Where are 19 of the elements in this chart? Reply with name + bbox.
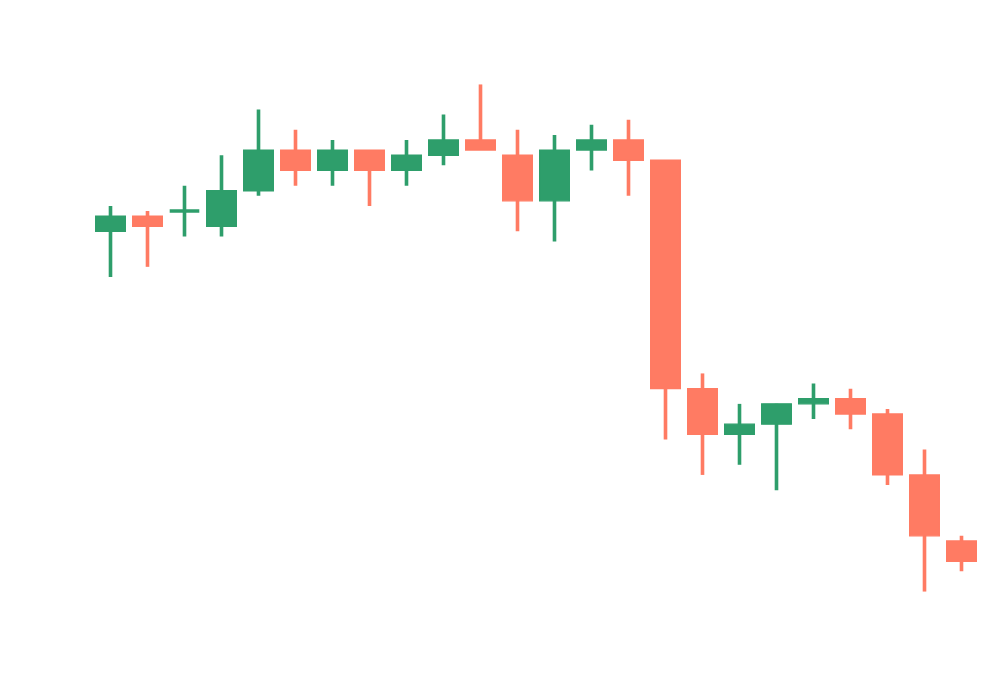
candlestick bbox=[354, 148, 385, 208]
candlestick bbox=[946, 534, 977, 574]
candlestick bbox=[243, 107, 274, 198]
candlestick bbox=[502, 128, 533, 234]
candlestick bbox=[687, 371, 718, 477]
candlestick bbox=[132, 209, 163, 269]
candlestick bbox=[317, 138, 348, 188]
candlestick bbox=[724, 402, 755, 467]
candlestick bbox=[391, 138, 422, 188]
candlestick bbox=[465, 84, 496, 152]
candlestick bbox=[280, 128, 311, 188]
candlestick bbox=[798, 381, 829, 421]
candlestick bbox=[428, 112, 459, 168]
candlestick bbox=[613, 117, 644, 198]
candlestick bbox=[206, 153, 237, 239]
candlestick bbox=[835, 386, 866, 432]
candlestick bbox=[761, 402, 792, 492]
candlestick bbox=[95, 204, 126, 279]
candlestick bbox=[576, 122, 607, 173]
